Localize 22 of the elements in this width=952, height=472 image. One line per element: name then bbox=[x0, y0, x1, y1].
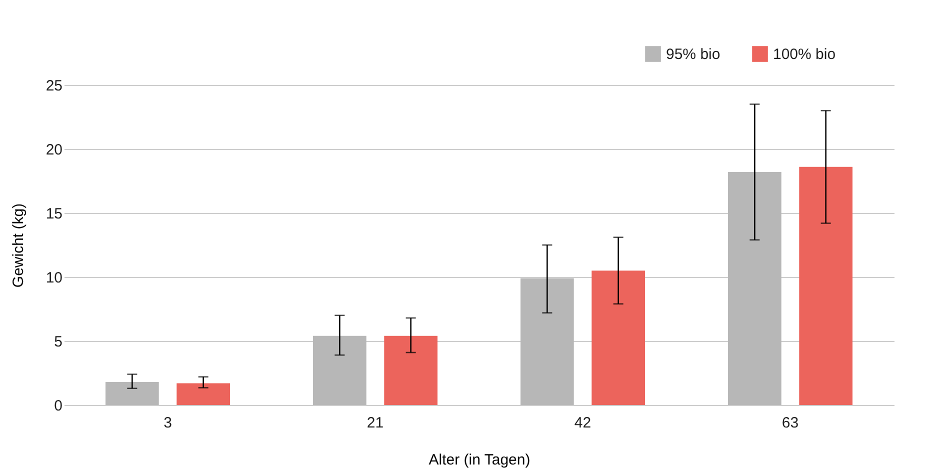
bar bbox=[313, 336, 366, 405]
bar bbox=[728, 172, 782, 405]
bar bbox=[176, 383, 230, 405]
bar bbox=[592, 270, 645, 405]
x-tick-label: 21 bbox=[366, 414, 384, 432]
y-tick-label: 15 bbox=[46, 206, 62, 222]
x-axis-title: Alter (in Tagen) bbox=[428, 452, 530, 468]
y-tick-label: 5 bbox=[54, 334, 62, 350]
y-tick-label: 10 bbox=[46, 270, 62, 286]
y-tick-label: 20 bbox=[46, 142, 62, 158]
bar bbox=[799, 166, 852, 405]
y-axis-title: Gewicht (kg) bbox=[10, 203, 27, 288]
x-tick-label: 3 bbox=[164, 414, 172, 432]
bar bbox=[384, 336, 438, 405]
bar bbox=[520, 278, 574, 405]
bar bbox=[106, 382, 159, 405]
legend-label: 95% bio bbox=[666, 46, 720, 63]
legend-label: 100% bio bbox=[773, 46, 836, 63]
y-tick-label: 0 bbox=[54, 398, 62, 414]
x-tick-label: 63 bbox=[782, 414, 799, 432]
x-tick-label: 42 bbox=[574, 414, 592, 432]
y-tick-label: 25 bbox=[46, 78, 62, 94]
